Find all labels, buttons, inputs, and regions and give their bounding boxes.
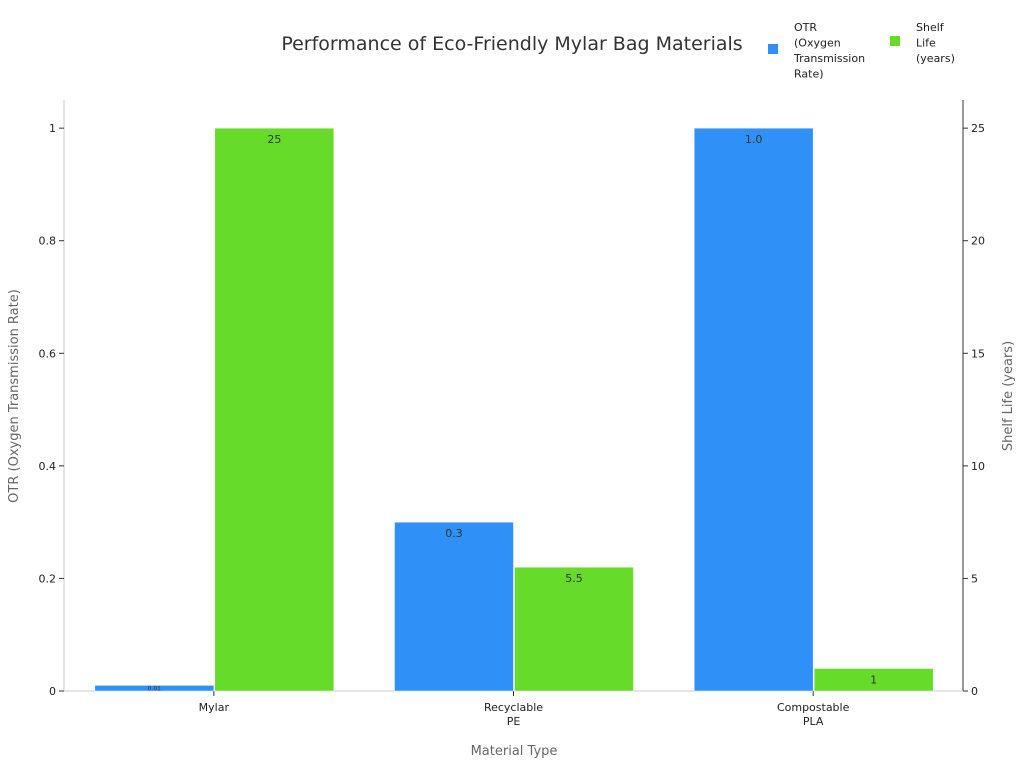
data-label: 0.3 [445, 527, 463, 540]
legend-label: Transmission [793, 52, 865, 65]
legend-label: (Oxygen [794, 37, 841, 50]
legend-swatch [768, 44, 778, 54]
chart-title: Performance of Eco-Friendly Mylar Bag Ma… [281, 33, 742, 55]
y-left-tick-label: 0.6 [39, 347, 57, 360]
bar-shelf-life [813, 668, 934, 692]
y-right-tick-label: 0 [971, 685, 978, 698]
data-label: 0.01 [148, 685, 162, 692]
y-axis-left-label: OTR (Oxygen Transmission Rate) [7, 289, 22, 503]
y-left-tick-label: 1 [49, 122, 56, 135]
y-right-tick-label: 25 [971, 122, 985, 135]
data-label: 25 [267, 133, 281, 146]
y-right-tick-label: 10 [971, 460, 985, 473]
y-right-tick-label: 20 [971, 235, 985, 248]
x-tick-label: Recyclable [484, 701, 543, 714]
bar-otr [94, 685, 215, 692]
data-label: 1.0 [745, 133, 763, 146]
y-left-tick-label: 0.8 [39, 235, 57, 248]
legend-label: Rate) [794, 68, 824, 81]
x-tick-label: PE [507, 715, 521, 728]
bar-otr [693, 127, 814, 692]
data-label: 1 [870, 673, 877, 686]
bar-shelf-life [214, 127, 335, 692]
data-label: 5.5 [565, 572, 583, 585]
y-right-tick-label: 5 [971, 572, 978, 585]
legend-label: OTR [794, 21, 817, 34]
x-axis-label: Material Type [471, 744, 558, 759]
y-left-tick-label: 0.2 [39, 572, 57, 585]
legend-label: Life [916, 37, 936, 50]
x-tick-label: Compostable [777, 701, 850, 714]
y-axis-right-label: Shelf Life (years) [1001, 341, 1016, 451]
y-left-tick-label: 0.4 [39, 460, 57, 473]
bar-shelf-life [514, 566, 634, 692]
bar-otr [394, 521, 514, 692]
legend-swatch [890, 36, 900, 46]
y-left-tick-label: 0 [49, 685, 56, 698]
x-tick-label: PLA [803, 715, 824, 728]
x-tick-label: Mylar [199, 701, 230, 714]
y-right-tick-label: 15 [971, 347, 985, 360]
legend-label: (years) [916, 52, 955, 65]
legend-label: Shelf [916, 21, 945, 34]
